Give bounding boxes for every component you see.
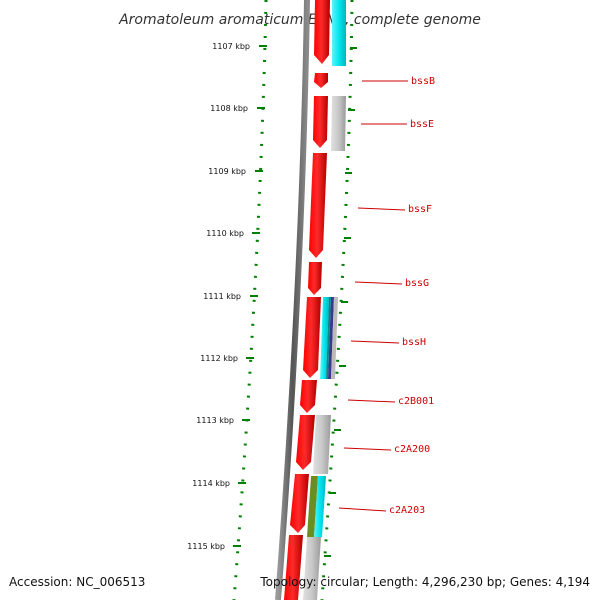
tick-label: 1113 kbp	[196, 416, 234, 425]
gene-label-bssE[interactable]: bssE	[361, 119, 434, 130]
red-cds	[300, 380, 317, 413]
topology-label: Topology: circular; Length: 4,296,230 bp…	[259, 575, 590, 589]
gray-cds	[313, 415, 331, 474]
cyan-cds-top	[332, 0, 346, 66]
red-cds	[303, 297, 321, 378]
red-cds	[314, 0, 330, 64]
scale-tick: 1108 kbp	[210, 104, 265, 113]
red-cds	[308, 262, 322, 295]
gene-label-bssB[interactable]: bssB	[362, 76, 435, 87]
scale-tick: 1110 kbp	[206, 229, 260, 238]
red-cds	[296, 415, 315, 470]
gene-label-text: bssG	[405, 278, 429, 289]
gene-label-text: bssF	[408, 204, 432, 215]
gene-label-text: bssE	[410, 119, 434, 130]
gray-cds	[303, 537, 321, 600]
map-title: Aromatoleum aromaticum EbN1, complete ge…	[118, 12, 481, 28]
tick-label: 1107 kbp	[212, 42, 250, 51]
forward-cds-track	[284, 0, 330, 600]
teal-cds	[326, 297, 331, 379]
scale-ticks: 1107 kbp 1108 kbp 1109 kbp 1110 kbp 1111…	[187, 42, 267, 551]
gene-label-bssF[interactable]: bssF	[357, 204, 432, 215]
scale-tick: 1112 kbp	[200, 354, 254, 363]
scale-tick: 1114 kbp	[192, 479, 246, 488]
red-cds	[284, 535, 303, 600]
gray-cds	[331, 297, 338, 379]
scale-tick: 1113 kbp	[196, 416, 250, 425]
olive-cds	[307, 476, 318, 537]
gene-label-c2A200[interactable]: c2A200	[343, 444, 430, 455]
gene-label-text: bssB	[411, 76, 435, 87]
gene-label-bssH[interactable]: bssH	[350, 337, 426, 348]
tick-label: 1115 kbp	[187, 542, 225, 551]
gene-label-c2A203[interactable]: c2A203	[338, 505, 425, 516]
reverse-cds-track	[303, 96, 346, 600]
tick-label: 1109 kbp	[208, 167, 246, 176]
scale-tick: 1115 kbp	[187, 542, 241, 551]
dotted-arcs	[232, 0, 354, 600]
scale-tick: 1111 kbp	[203, 292, 258, 301]
cyan-cds	[314, 476, 326, 537]
red-cds	[313, 96, 328, 148]
scale-tick: 1109 kbp	[208, 167, 263, 176]
red-cds	[314, 73, 328, 88]
outer-dotted-arc	[232, 0, 268, 600]
gene-label-bssG[interactable]: bssG	[354, 278, 429, 289]
red-cds	[290, 474, 309, 533]
tick-label: 1110 kbp	[206, 229, 244, 238]
accession-label: Accession: NC_006513	[9, 575, 145, 589]
inner-ruler-dashes	[324, 47, 357, 557]
gene-label-text: bssH	[402, 337, 426, 348]
red-cds	[309, 153, 327, 258]
tick-label: 1114 kbp	[192, 479, 230, 488]
tick-label: 1111 kbp	[203, 292, 241, 301]
genome-backbone	[275, 0, 310, 600]
gene-labels: bssB bssE bssF bssG bssH c2B001 c2A200	[338, 76, 435, 516]
navy-cds	[328, 297, 334, 379]
tick-label: 1112 kbp	[200, 354, 238, 363]
gray-cds	[331, 96, 346, 151]
gene-label-text: c2A200	[394, 444, 430, 455]
scale-tick: 1107 kbp	[212, 42, 267, 51]
gene-label-text: c2A203	[389, 505, 425, 516]
inner-dotted-arc	[320, 0, 354, 600]
gene-label-text: c2B001	[398, 396, 434, 407]
gene-label-c2B001[interactable]: c2B001	[347, 396, 434, 407]
tick-label: 1108 kbp	[210, 104, 248, 113]
